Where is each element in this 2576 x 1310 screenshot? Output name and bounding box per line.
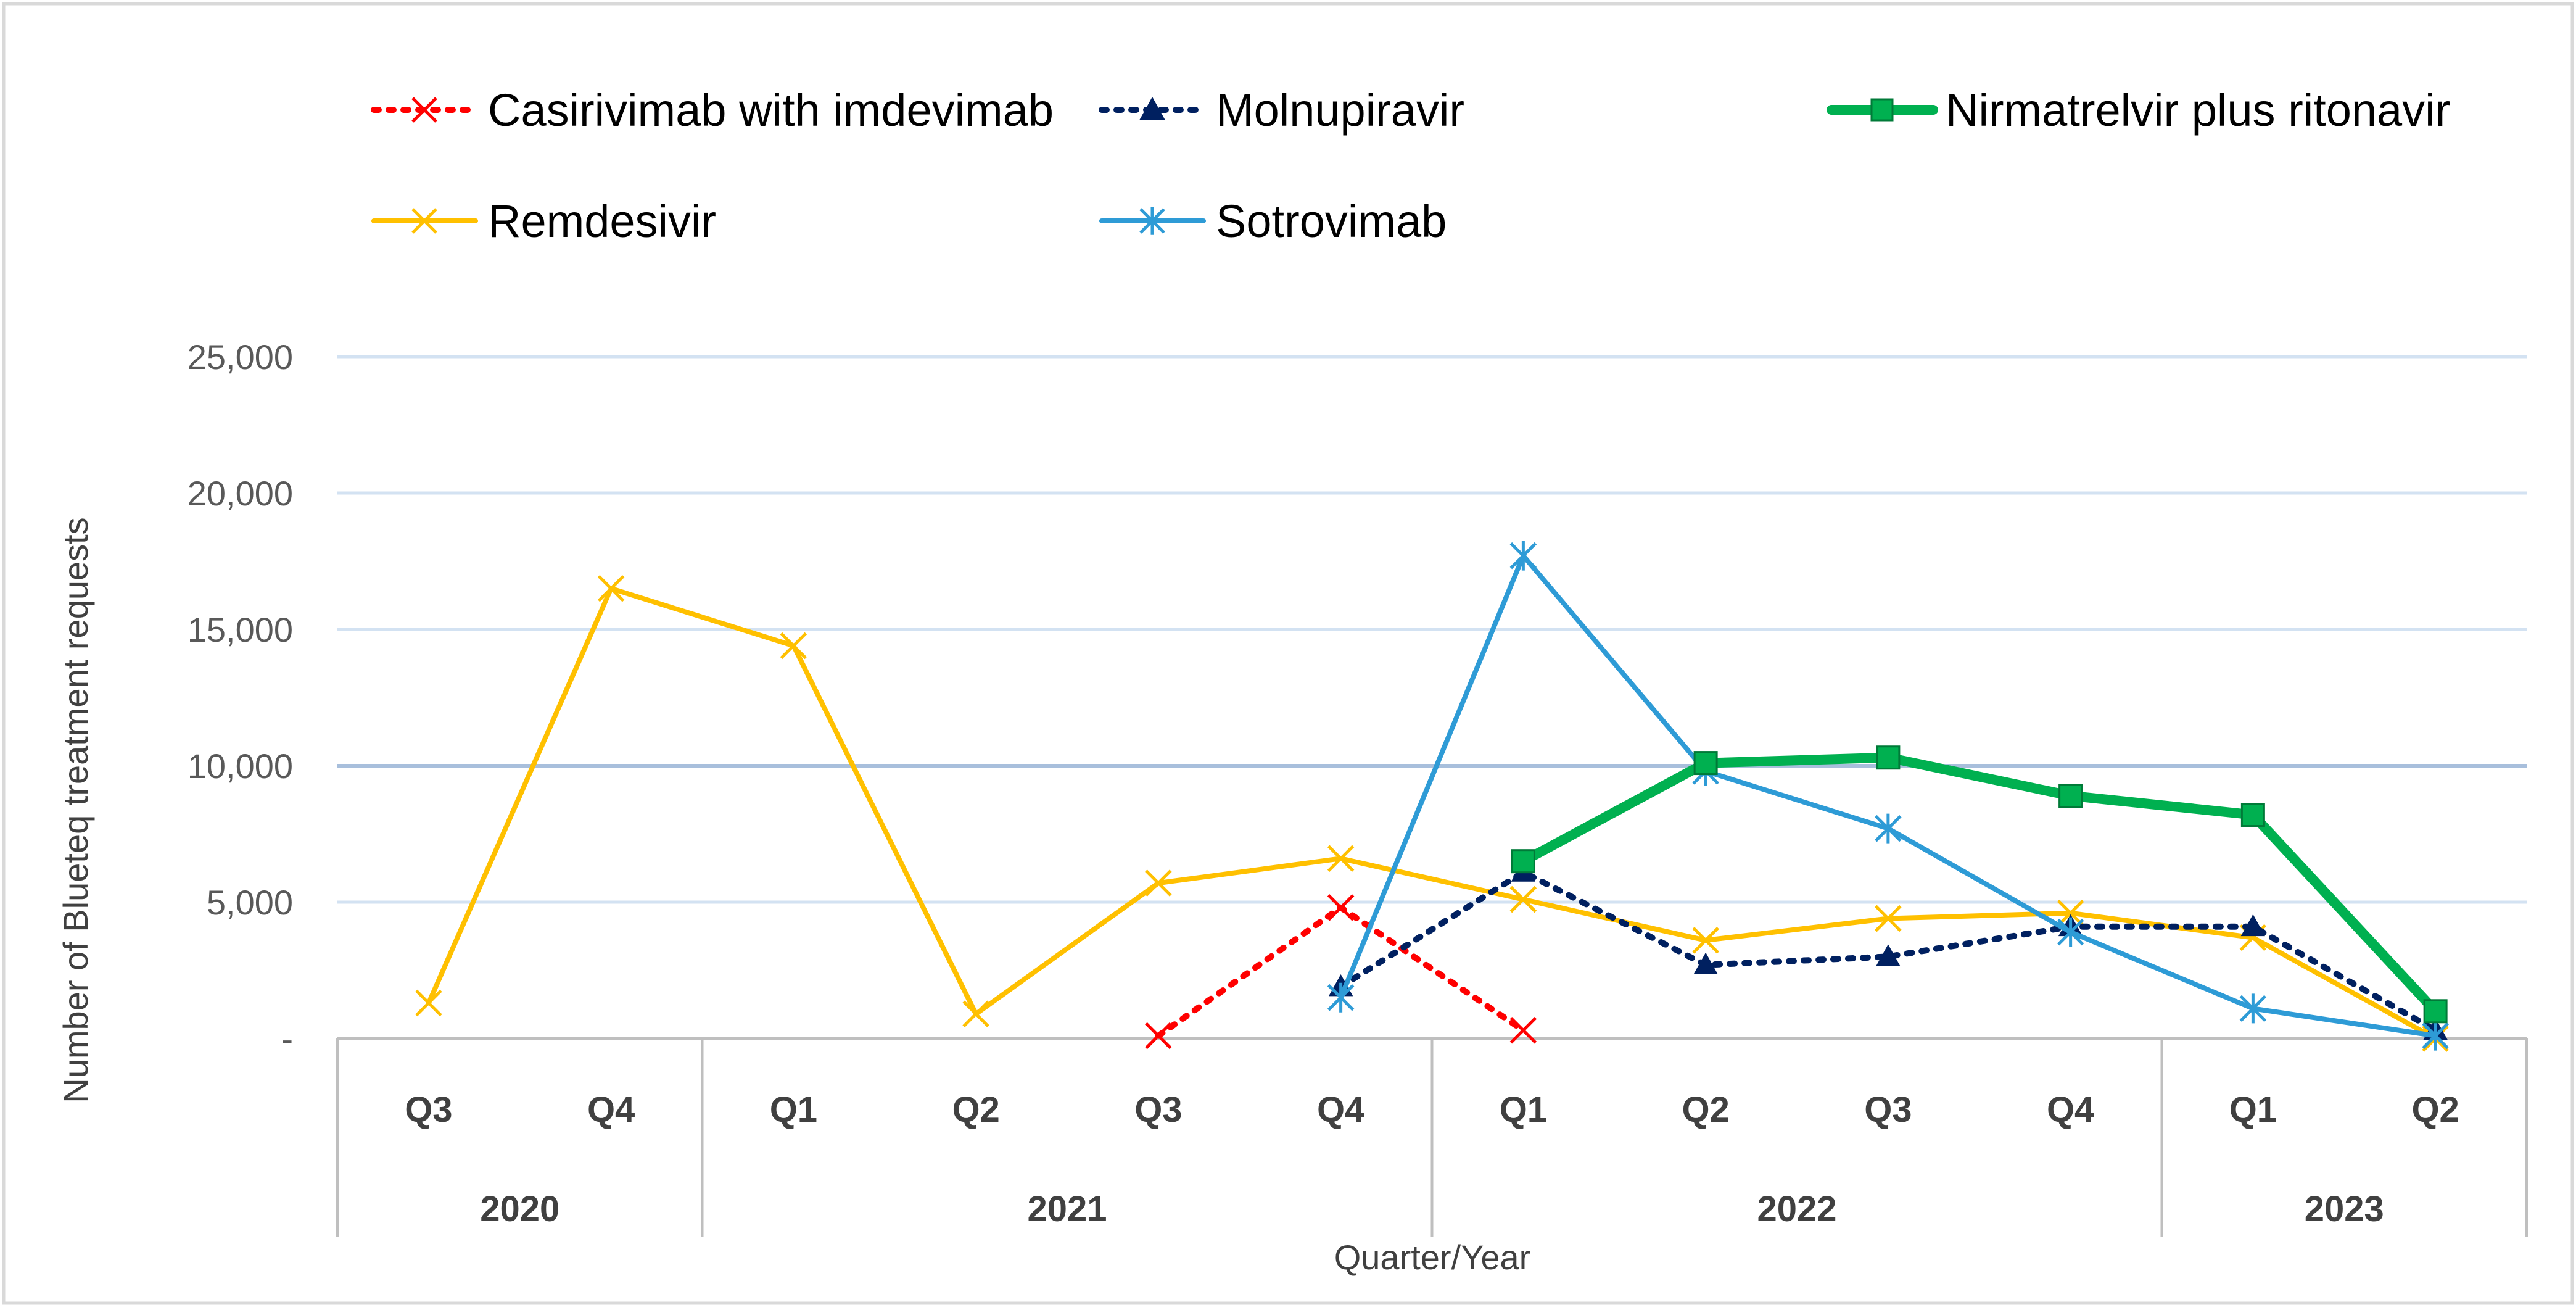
- x-axis-title: Quarter/Year: [1334, 1238, 1531, 1277]
- year-label: 2021: [1027, 1189, 1107, 1229]
- legend-item: Molnupiravir: [1099, 85, 1464, 136]
- data-point: [1139, 207, 1165, 235]
- data-point: [1876, 944, 1901, 966]
- y-tick-label: 5,000: [207, 883, 293, 922]
- legend-item: Remdesivir: [371, 196, 716, 247]
- x-tick-label: Q1: [770, 1090, 817, 1130]
- data-point: [1327, 845, 1355, 873]
- legend-item: Sotrovimab: [1099, 196, 1447, 247]
- gridlines: [337, 355, 2527, 904]
- data-point: [597, 574, 625, 602]
- axes: - 5,000 10,000 15,000 20,000 25,000 Q3 Q4 Q1 Q2 Q3…: [188, 338, 2528, 1237]
- x-tick-label: Q1: [2229, 1090, 2277, 1130]
- data-point: [1693, 751, 1718, 776]
- series-line: [1518, 752, 2441, 1016]
- data-point: [1693, 952, 1718, 975]
- series-remdesivir: [415, 574, 2449, 1052]
- data-point: [1509, 541, 1537, 571]
- data-point: [1509, 1016, 1537, 1044]
- data-point: [1692, 927, 1719, 954]
- data-point: [2422, 1021, 2449, 1051]
- x-tick-label: Q2: [2411, 1090, 2459, 1130]
- legend-label: Sotrovimab: [1216, 196, 1447, 247]
- data-point: [1139, 96, 1165, 120]
- x-tick-label: Q3: [1864, 1090, 1912, 1130]
- data-point: [962, 1000, 989, 1027]
- data-point: [1145, 1022, 1172, 1050]
- data-point: [2058, 784, 2083, 808]
- x-tick-label: Q2: [1682, 1090, 1729, 1130]
- legend-label: Molnupiravir: [1216, 85, 1464, 136]
- data-point: [2240, 914, 2266, 937]
- data-point: [1876, 745, 1901, 770]
- legend-label: Casirivimab with imdevimab: [488, 85, 1054, 136]
- legend-item: Nirmatrelvir plus ritonavir: [1827, 85, 2450, 136]
- y-tick-label: 20,000: [188, 474, 293, 513]
- year-label: 2020: [480, 1189, 559, 1229]
- series-sotrovimab: [1327, 541, 2449, 1051]
- series-group: [415, 541, 2449, 1052]
- series-nirmatrelvir-plus-ritonavir: [1511, 745, 2448, 1024]
- data-point: [780, 632, 807, 660]
- y-axis-title: Number of Blueteq treatment requests: [56, 517, 95, 1103]
- data-point: [2423, 999, 2448, 1024]
- x-tick-label: Q1: [1500, 1090, 1547, 1130]
- data-point: [1327, 894, 1355, 921]
- y-tick-label: 15,000: [188, 610, 293, 649]
- x-tick-label: Q2: [952, 1090, 999, 1130]
- legend: Casirivimab with imdevimab Molnupiravir Ni…: [371, 85, 2450, 247]
- data-point: [2240, 803, 2265, 827]
- data-point: [1511, 849, 1535, 874]
- data-point: [411, 208, 437, 234]
- data-point: [1875, 813, 1902, 844]
- x-tick-label: Q4: [1317, 1090, 1364, 1130]
- data-point: [415, 989, 442, 1017]
- data-point: [1509, 885, 1537, 913]
- data-point: [1870, 98, 1894, 122]
- y-tick-label: 25,000: [188, 338, 293, 376]
- data-point: [2057, 917, 2084, 947]
- x-tick-label: Q4: [2047, 1090, 2094, 1130]
- x-tick-label: Q3: [405, 1090, 452, 1130]
- year-label: 2022: [1757, 1189, 1836, 1229]
- legend-label: Nirmatrelvir plus ritonavir: [1946, 85, 2450, 136]
- data-point: [2239, 993, 2267, 1024]
- year-label: 2023: [2305, 1189, 2384, 1229]
- data-point: [1327, 982, 1355, 1013]
- x-tick-label: Q4: [587, 1090, 635, 1130]
- data-point: [1875, 905, 1902, 932]
- data-point: [1145, 869, 1172, 897]
- data-point: [2057, 899, 2084, 927]
- y-tick-label: 10,000: [188, 747, 293, 786]
- series-line: [426, 586, 2438, 1041]
- y-tick-label: -: [281, 1019, 293, 1058]
- data-point: [411, 97, 437, 123]
- legend-item: Casirivimab with imdevimab: [371, 85, 1054, 136]
- series-casirivimab-with-imdevimab: [1145, 894, 1537, 1050]
- legend-label: Remdesivir: [488, 196, 716, 247]
- x-tick-label: Q3: [1134, 1090, 1182, 1130]
